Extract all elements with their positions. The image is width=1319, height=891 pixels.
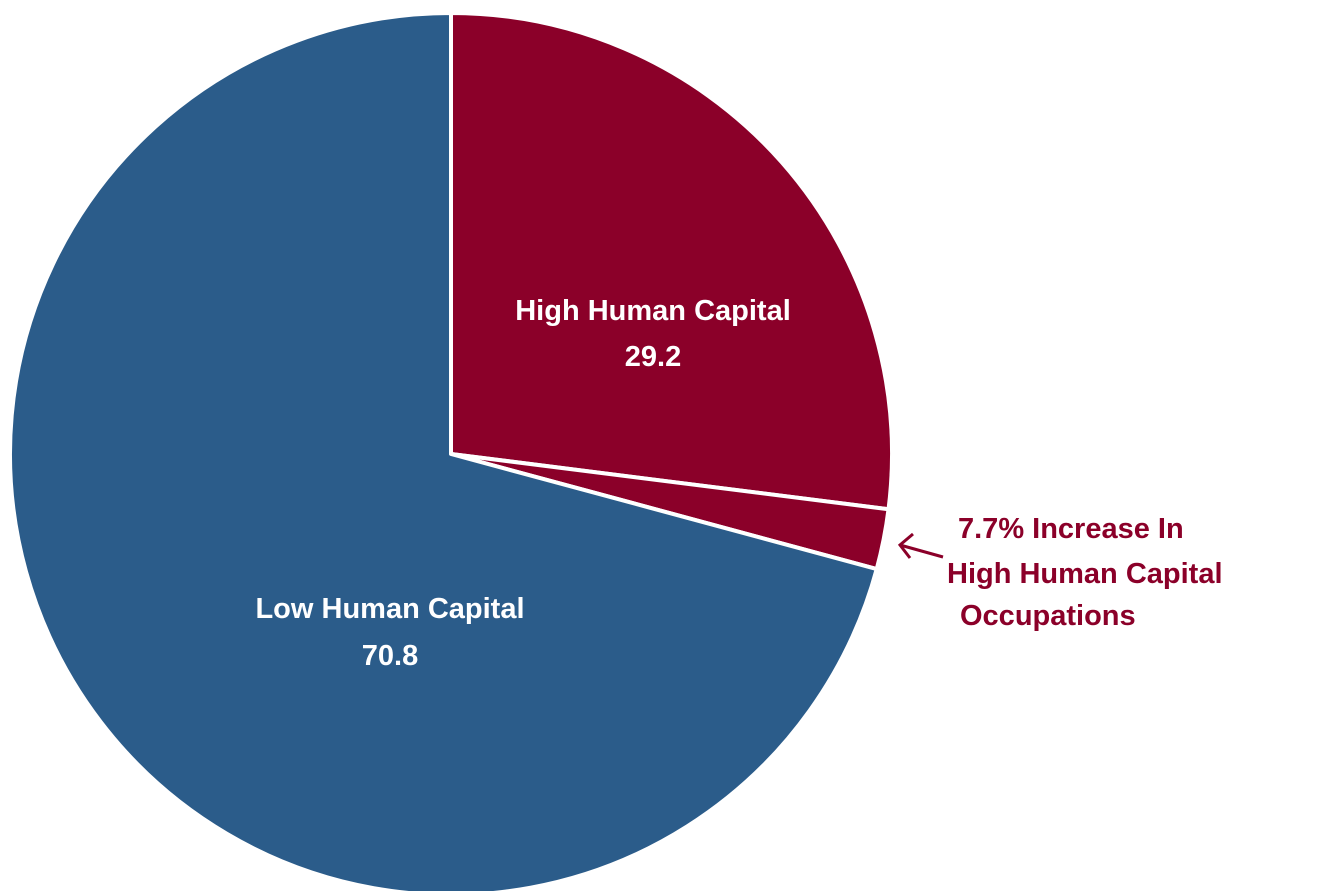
- low-capital-label: Low Human Capital: [255, 593, 524, 625]
- pie-slices: [7, 11, 894, 891]
- high-capital-label: High Human Capital: [515, 295, 791, 327]
- increase-annotation: 7.7% Increase In High Human Capital Occu…: [897, 513, 1223, 632]
- annotation-arrow-line: [899, 543, 944, 559]
- low-capital-value: 70.8: [362, 640, 418, 672]
- annotation-line-2: High Human Capital: [947, 558, 1223, 590]
- annotation-arrow-head: [897, 532, 914, 559]
- high-capital-slice: [449, 11, 894, 512]
- annotation-line-1: 7.7% Increase In: [958, 513, 1184, 545]
- high-capital-value: 29.2: [625, 341, 681, 373]
- low-capital-slice: [7, 11, 879, 891]
- annotation-line-3: Occupations: [960, 600, 1136, 632]
